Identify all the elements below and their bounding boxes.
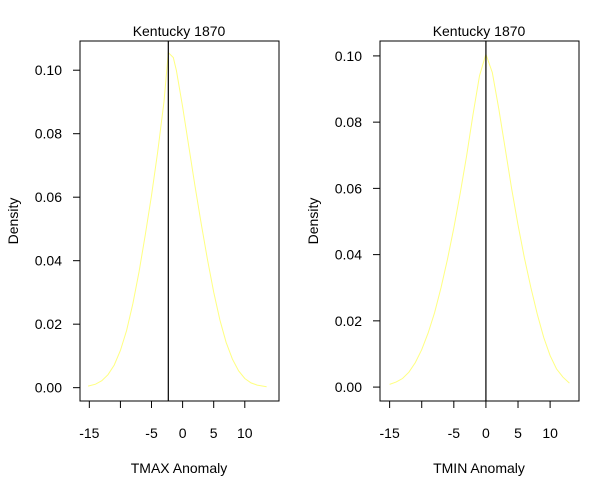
x-tick-label: 5 [514,425,522,441]
plot-frame [379,40,580,402]
x-tick-label: -15 [380,425,400,441]
x-axis-label: TMAX Anomaly [131,460,227,476]
x-tick-label: -5 [448,425,461,441]
chart-title: Kentucky 1870 [133,23,226,39]
y-tick-label: 0.10 [335,48,362,64]
y-tick-label: 0.04 [335,247,362,263]
y-axis-label: Density [305,198,321,245]
x-tick-label: 0 [482,425,490,441]
x-tick-label: 0 [179,425,187,441]
y-tick-label: 0.08 [35,126,62,142]
x-axis-ticks: -15 -5 0 5 10 [79,401,253,441]
y-tick-label: 0.00 [335,379,362,395]
x-axis-ticks: -15 -5 0 5 10 [380,401,558,441]
density-curve [389,52,570,385]
density-curve [87,51,267,388]
plot-frame [79,40,280,402]
y-axis-ticks: 0.00 0.02 0.04 0.06 0.08 0.10 [35,62,80,396]
y-tick-label: 0.10 [35,62,62,78]
x-tick-label: 10 [542,425,558,441]
y-tick-label: 0.06 [35,189,62,205]
tmax-density-panel: Kentucky 1870 TMAX Anomaly Density -15 -5… [5,23,280,476]
chart-title: Kentucky 1870 [433,23,526,39]
x-axis-label: TMIN Anomaly [433,460,525,476]
y-tick-label: 0.08 [335,114,362,130]
x-tick-label: 10 [237,425,253,441]
y-tick-label: 0.02 [35,316,62,332]
tmin-density-panel: Kentucky 1870 TMIN Anomaly Density -15 -5… [305,23,580,476]
x-tick-label: -5 [145,425,158,441]
y-tick-label: 0.00 [35,380,62,396]
y-axis-label: Density [5,198,21,245]
x-tick-label: 5 [210,425,218,441]
y-tick-label: 0.04 [35,253,62,269]
x-tick-label: -15 [79,425,99,441]
y-tick-label: 0.02 [335,313,362,329]
y-tick-label: 0.06 [335,180,362,196]
y-axis-ticks: 0.00 0.02 0.04 0.06 0.08 0.10 [335,48,380,395]
